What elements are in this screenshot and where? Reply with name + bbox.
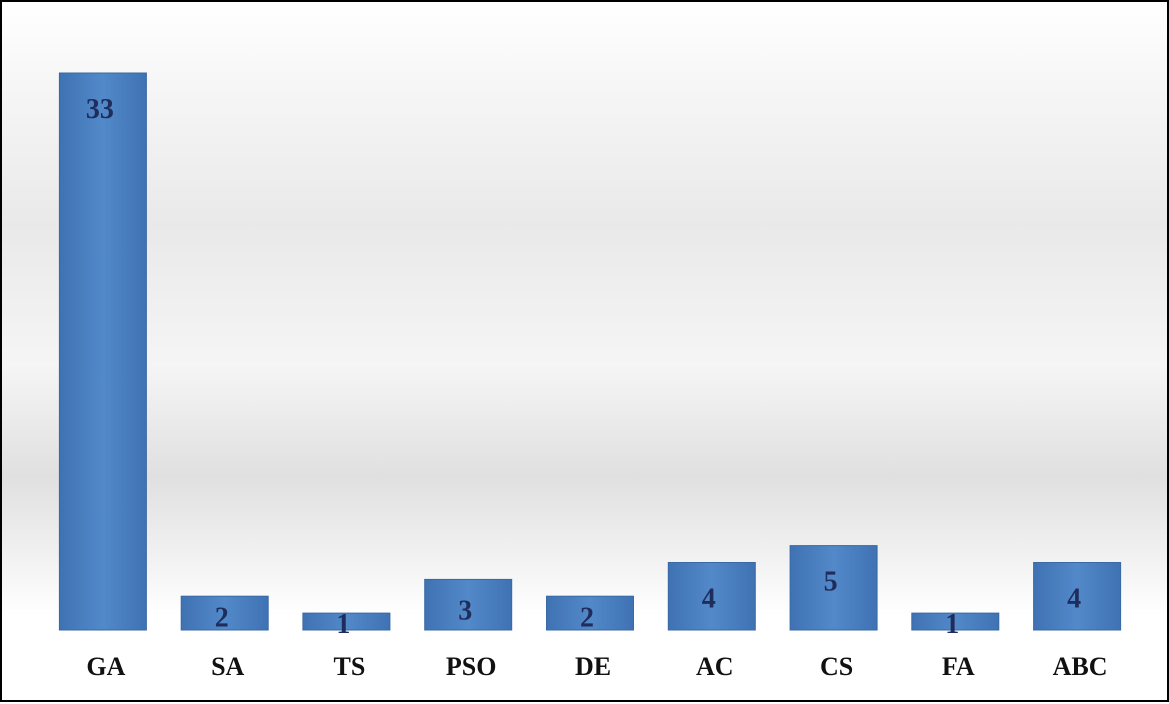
bar-de <box>546 595 634 631</box>
x-tick-labels-layer: GA SA TS PSO DE AC CS FA ABC <box>86 652 1107 681</box>
bar-sa <box>180 595 269 631</box>
value-label-ac: 4 <box>702 584 716 615</box>
bar-ga <box>58 72 147 631</box>
bars-layer <box>58 72 1122 631</box>
x-tick-label-ts: TS <box>333 652 365 681</box>
value-label-ts: 1 <box>336 609 350 640</box>
value-label-de: 2 <box>580 603 594 634</box>
bar-ac <box>667 562 756 631</box>
x-tick-label-de: DE <box>575 652 611 681</box>
x-tick-label-sa: SA <box>211 652 244 681</box>
bar-pso <box>424 578 513 631</box>
x-tick-label-ac: AC <box>696 652 734 681</box>
x-tick-label-ga: GA <box>86 652 125 681</box>
bar-ts <box>302 612 391 631</box>
bar-fa <box>911 612 1000 631</box>
value-label-ga: 33 <box>86 94 114 125</box>
x-tick-label-fa: FA <box>942 652 975 681</box>
bar-cs <box>789 545 878 631</box>
value-label-fa: 1 <box>945 609 959 640</box>
x-tick-label-pso: PSO <box>446 652 497 681</box>
value-label-cs: 5 <box>824 567 838 598</box>
bar-abc <box>1033 562 1122 631</box>
x-tick-label-abc: ABC <box>1053 652 1108 681</box>
x-tick-label-cs: CS <box>820 652 853 681</box>
value-labels-layer: 33 2 1 3 2 4 5 1 4 <box>86 94 1081 640</box>
value-label-sa: 2 <box>215 603 229 634</box>
value-label-pso: 3 <box>458 596 472 627</box>
value-label-abc: 4 <box>1067 584 1081 615</box>
